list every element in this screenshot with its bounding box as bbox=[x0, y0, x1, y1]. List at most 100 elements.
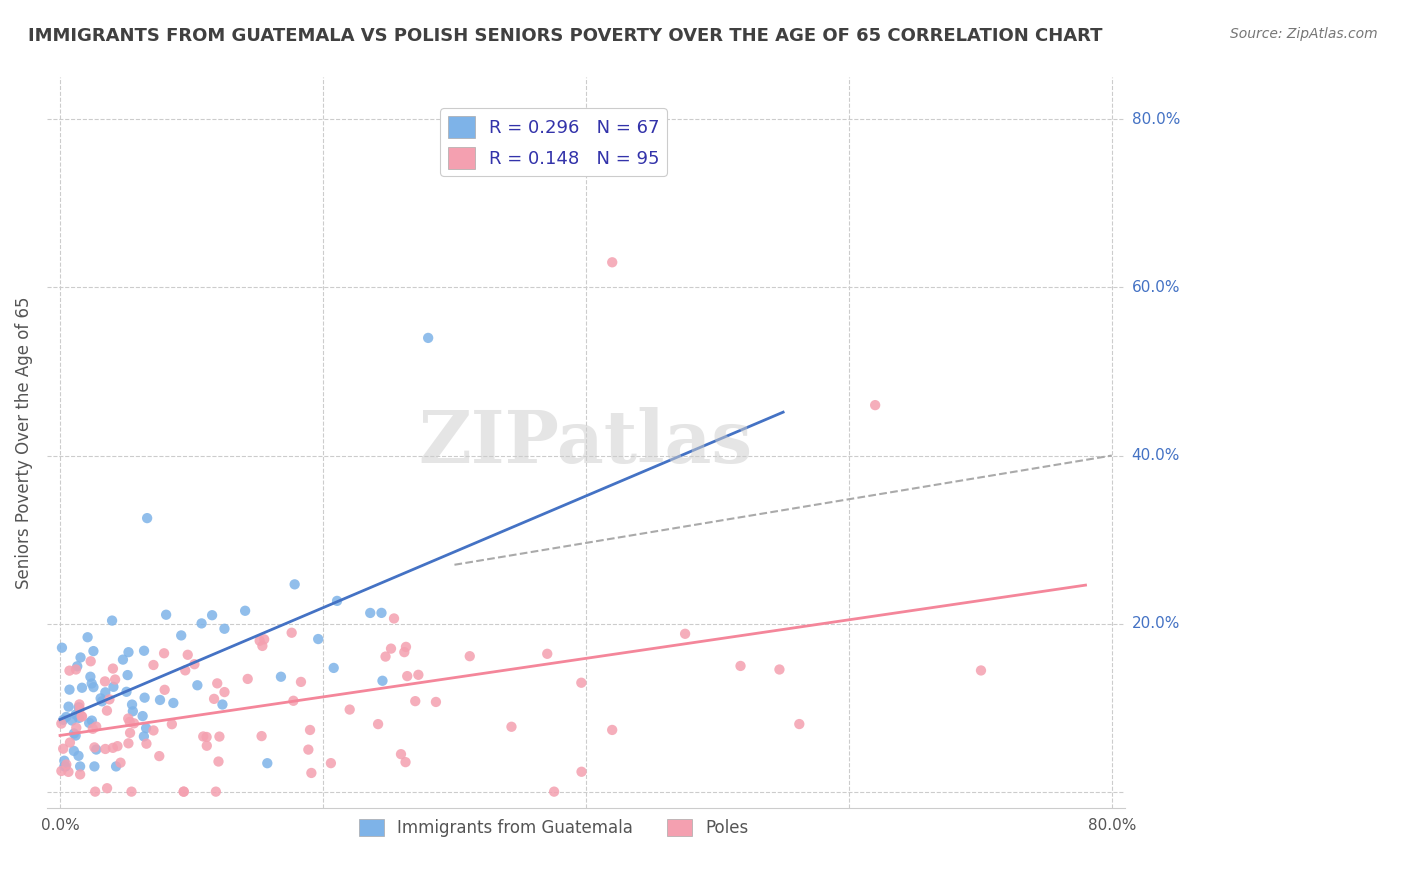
Point bbox=[252, 639, 274, 653]
Point bbox=[394, 755, 416, 769]
Point bbox=[173, 784, 195, 798]
Point bbox=[111, 652, 134, 666]
Point bbox=[359, 606, 381, 620]
Point bbox=[67, 700, 90, 714]
Point bbox=[105, 759, 128, 773]
Point bbox=[80, 714, 103, 728]
Point bbox=[80, 676, 103, 690]
Point bbox=[90, 691, 112, 706]
Text: 40.0%: 40.0% bbox=[1132, 448, 1180, 463]
Point bbox=[122, 716, 145, 731]
Point bbox=[202, 691, 225, 706]
Point bbox=[299, 766, 322, 780]
Point bbox=[389, 747, 412, 761]
Point bbox=[173, 784, 195, 798]
Point bbox=[149, 693, 172, 707]
Text: IMMIGRANTS FROM GUATEMALA VS POLISH SENIORS POVERTY OVER THE AGE OF 65 CORRELATI: IMMIGRANTS FROM GUATEMALA VS POLISH SENI… bbox=[28, 27, 1102, 45]
Point bbox=[193, 730, 215, 744]
Point bbox=[142, 658, 165, 673]
Point bbox=[96, 704, 118, 718]
Point bbox=[96, 781, 118, 796]
Point bbox=[183, 657, 205, 672]
Point bbox=[82, 680, 104, 694]
Point bbox=[136, 511, 159, 525]
Point bbox=[132, 644, 155, 658]
Point bbox=[51, 640, 73, 655]
Point bbox=[55, 759, 77, 773]
Point bbox=[195, 739, 218, 753]
Point bbox=[60, 714, 83, 728]
Text: 80.0%: 80.0% bbox=[1132, 112, 1180, 127]
Point bbox=[58, 682, 80, 697]
Point bbox=[253, 632, 276, 647]
Point bbox=[458, 649, 481, 664]
Point bbox=[67, 748, 90, 763]
Point bbox=[67, 698, 90, 712]
Point bbox=[104, 673, 127, 687]
Point bbox=[117, 645, 139, 659]
Point bbox=[52, 713, 75, 727]
Point bbox=[66, 659, 89, 673]
Point bbox=[395, 640, 418, 654]
Point bbox=[394, 645, 416, 659]
Point bbox=[65, 707, 87, 722]
Point bbox=[52, 741, 75, 756]
Point bbox=[94, 742, 117, 756]
Point bbox=[322, 661, 344, 675]
Point bbox=[297, 742, 319, 756]
Point bbox=[59, 735, 82, 749]
Point bbox=[101, 662, 124, 676]
Point bbox=[408, 668, 430, 682]
Point bbox=[135, 737, 157, 751]
Point bbox=[543, 784, 565, 798]
Point bbox=[117, 736, 139, 750]
Point bbox=[307, 632, 329, 646]
Point bbox=[249, 633, 271, 648]
Point bbox=[55, 710, 77, 724]
Point bbox=[84, 742, 107, 756]
Point bbox=[82, 722, 104, 736]
Point bbox=[69, 767, 91, 781]
Point bbox=[107, 739, 129, 753]
Point bbox=[673, 627, 696, 641]
Point bbox=[76, 630, 98, 644]
Point bbox=[425, 695, 447, 709]
Point bbox=[418, 331, 440, 345]
Point bbox=[98, 692, 121, 706]
Point bbox=[787, 717, 810, 731]
Point bbox=[135, 721, 157, 735]
Point bbox=[94, 685, 117, 699]
Point bbox=[299, 723, 322, 737]
Point bbox=[186, 678, 208, 692]
Point bbox=[367, 717, 389, 731]
Point bbox=[162, 696, 184, 710]
Point bbox=[214, 622, 236, 636]
Point bbox=[319, 756, 342, 771]
Point bbox=[117, 668, 139, 682]
Point bbox=[131, 709, 153, 723]
Point bbox=[326, 594, 349, 608]
Point bbox=[58, 764, 80, 779]
Point bbox=[501, 720, 523, 734]
Point bbox=[79, 670, 101, 684]
Point bbox=[63, 726, 86, 740]
Point bbox=[65, 663, 87, 677]
Point bbox=[250, 729, 273, 743]
Point bbox=[205, 784, 228, 798]
Point bbox=[339, 702, 361, 716]
Point bbox=[134, 690, 156, 705]
Point bbox=[121, 704, 143, 718]
Point bbox=[214, 685, 236, 699]
Point bbox=[233, 604, 256, 618]
Point bbox=[69, 650, 91, 665]
Point bbox=[142, 723, 165, 738]
Text: 20.0%: 20.0% bbox=[1132, 616, 1180, 632]
Point bbox=[396, 669, 419, 683]
Point bbox=[174, 664, 197, 678]
Point bbox=[84, 784, 107, 798]
Point bbox=[153, 646, 176, 660]
Point bbox=[101, 614, 124, 628]
Text: Source: ZipAtlas.com: Source: ZipAtlas.com bbox=[1230, 27, 1378, 41]
Point bbox=[103, 680, 125, 694]
Point bbox=[370, 606, 392, 620]
